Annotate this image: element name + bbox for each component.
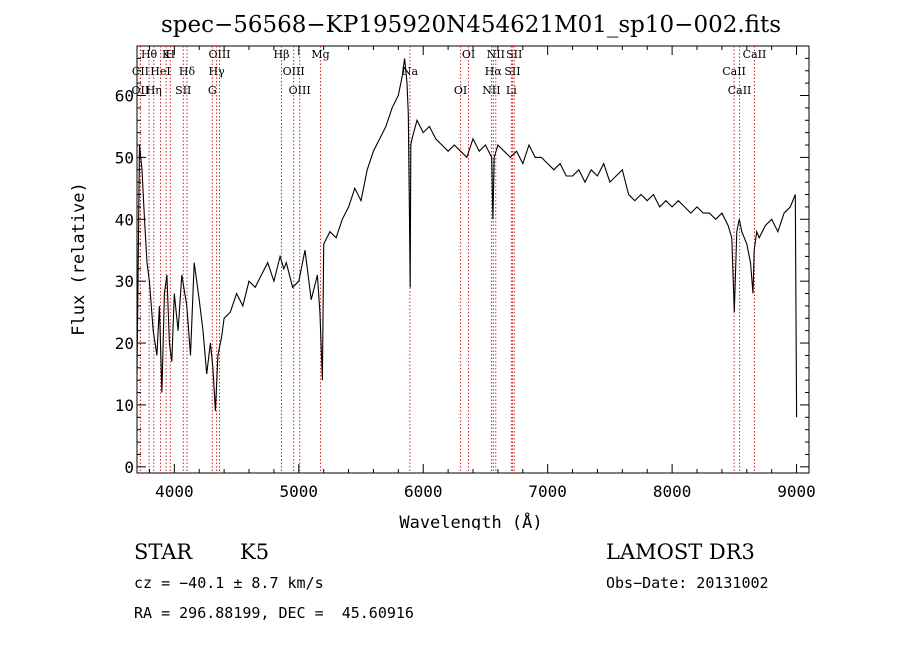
spectral-line-label: OI — [462, 48, 475, 61]
y-axis-label: Flux (relative) — [69, 182, 89, 336]
spectral-line-label: OIII — [289, 84, 311, 97]
spectral-line-label: Hβ — [274, 48, 290, 61]
y-tick-label: 10 — [115, 396, 134, 415]
spectral-line-label: OI — [454, 84, 467, 97]
spectral-line-label: OIII — [208, 48, 230, 61]
observation-date: Obs−Date: 20131002 — [606, 574, 769, 592]
spectrum-chart: spec−56568−KP195920N454621M01_sp10−002.f… — [69, 12, 816, 530]
x-axis-label: Wavelength (Å) — [399, 511, 542, 530]
y-tick-label: 40 — [115, 210, 134, 229]
spectral-line-label: Hθ — [141, 48, 158, 61]
object-class: STAR — [134, 540, 193, 564]
spectral-line-label: OIII — [283, 65, 305, 78]
spectrum-line — [136, 58, 798, 418]
y-axis-ticks: 0 10 20 30 40 50 60 — [115, 57, 809, 477]
spectral-line-labels: Hθ CII OII K HeI Hη HHδ SII OIII Hγ G Hβ OIII OIII Mg N… — [132, 48, 767, 97]
spectral-line-label: G — [208, 84, 217, 97]
spectral-line-label: CaII — [722, 65, 746, 78]
coordinates: RA = 296.88199, DEC = 45.60916 — [134, 604, 414, 622]
y-tick-label: 20 — [115, 334, 134, 353]
spectral-line-label: Hδ — [179, 65, 196, 78]
x-tick-label: 8000 — [653, 482, 692, 501]
object-subclass: K5 — [240, 540, 270, 564]
spectral-line-label: CII — [132, 65, 149, 78]
spectral-line-label: SII — [504, 65, 520, 78]
spectral-line-label: HeI — [150, 65, 170, 78]
spectral-line-label: SII — [175, 84, 191, 97]
spectral-line-label: H — [166, 48, 176, 61]
spectral-line-label: Hη — [146, 84, 162, 97]
x-tick-label: 9000 — [777, 482, 816, 501]
spectral-line-label: CaII — [743, 48, 767, 61]
spectral-line-label: OII — [132, 84, 150, 97]
x-tick-label: 6000 — [404, 482, 443, 501]
spectral-line-label: Hγ — [209, 65, 226, 78]
spectral-line-label: CaII — [728, 84, 752, 97]
y-tick-label: 0 — [124, 458, 134, 477]
survey-name: LAMOST DR3 — [606, 540, 755, 564]
x-axis-ticks: 4000 5000 6000 7000 8000 9000 — [148, 46, 816, 501]
x-tick-label: 4000 — [155, 482, 194, 501]
spectral-line-label: K — [162, 48, 171, 61]
spectral-line-label: Mg — [311, 48, 329, 61]
spectral-line-markers — [139, 46, 755, 473]
y-tick-label: 30 — [115, 272, 134, 291]
y-tick-label: 60 — [115, 87, 134, 106]
chart-title: spec−56568−KP195920N454621M01_sp10−002.f… — [161, 12, 781, 38]
spectral-line-label: SII — [506, 48, 522, 61]
x-tick-label: 5000 — [280, 482, 319, 501]
x-tick-label: 7000 — [528, 482, 567, 501]
spectral-line-label: Hα — [485, 65, 503, 78]
redshift-velocity: cz = −40.1 ± 8.7 km/s — [134, 574, 324, 592]
plot-frame — [136, 45, 810, 474]
spectral-line-label: NII — [482, 84, 500, 97]
spectral-line-label: Li — [506, 84, 517, 97]
spectral-line-label: Na — [402, 65, 419, 78]
spectral-line-label: NII — [487, 48, 505, 61]
y-tick-label: 50 — [115, 148, 134, 167]
